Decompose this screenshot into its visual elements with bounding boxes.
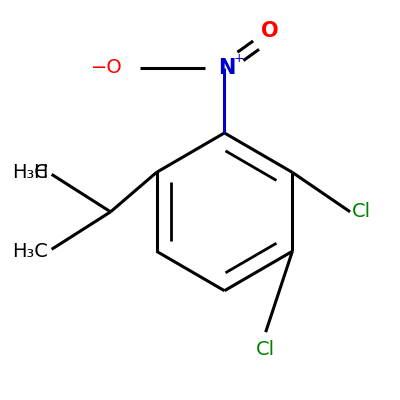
Text: H: H bbox=[33, 163, 48, 182]
Text: Cl: Cl bbox=[352, 202, 371, 221]
Text: Cl: Cl bbox=[256, 340, 275, 359]
Text: H₃C: H₃C bbox=[12, 163, 48, 182]
Text: +: + bbox=[234, 52, 245, 64]
Text: O: O bbox=[261, 21, 278, 41]
Text: H₃C: H₃C bbox=[12, 242, 48, 261]
Text: N: N bbox=[218, 58, 235, 78]
Text: −O: −O bbox=[91, 58, 122, 77]
